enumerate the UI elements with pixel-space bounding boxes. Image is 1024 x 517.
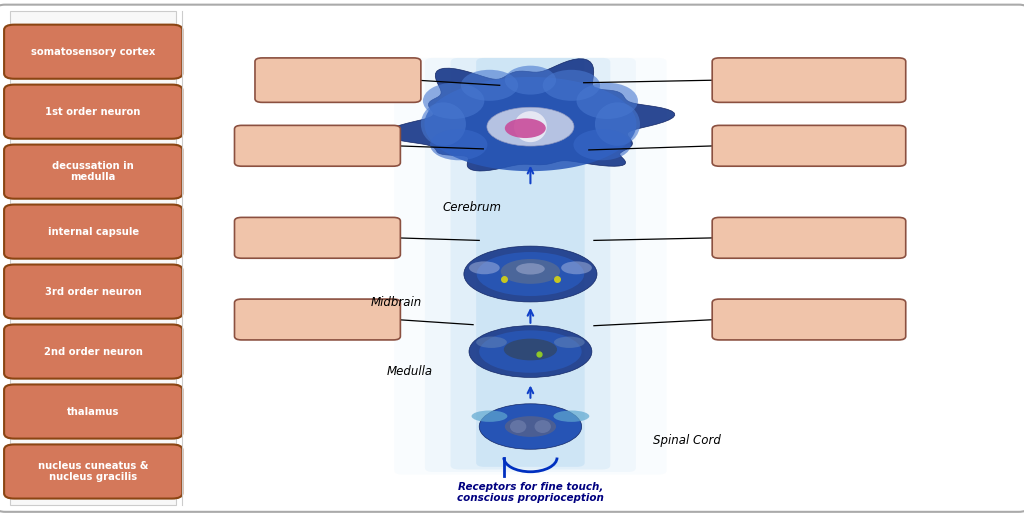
Ellipse shape <box>516 263 545 275</box>
Text: Medulla: Medulla <box>387 364 433 378</box>
FancyBboxPatch shape <box>4 205 182 258</box>
Ellipse shape <box>554 410 590 422</box>
FancyBboxPatch shape <box>234 217 400 258</box>
FancyBboxPatch shape <box>4 445 182 498</box>
FancyBboxPatch shape <box>234 299 400 340</box>
Text: decussation in
medulla: decussation in medulla <box>52 161 134 183</box>
Ellipse shape <box>510 420 526 433</box>
Ellipse shape <box>469 261 500 274</box>
Text: somatosensory cortex: somatosensory cortex <box>31 47 156 57</box>
Ellipse shape <box>471 410 508 422</box>
FancyBboxPatch shape <box>4 145 182 199</box>
Ellipse shape <box>476 337 507 348</box>
Ellipse shape <box>543 70 600 101</box>
FancyBboxPatch shape <box>713 217 906 258</box>
Text: internal capsule: internal capsule <box>48 226 138 237</box>
Ellipse shape <box>477 252 584 296</box>
Ellipse shape <box>479 330 582 373</box>
FancyBboxPatch shape <box>255 58 421 102</box>
Ellipse shape <box>505 66 556 95</box>
Ellipse shape <box>501 259 560 284</box>
Text: 1st order neuron: 1st order neuron <box>45 107 141 117</box>
Text: 3rd order neuron: 3rd order neuron <box>45 286 141 297</box>
Ellipse shape <box>487 108 573 146</box>
Ellipse shape <box>505 416 556 437</box>
Ellipse shape <box>421 102 466 146</box>
FancyBboxPatch shape <box>234 126 400 166</box>
Ellipse shape <box>469 326 592 377</box>
Ellipse shape <box>505 118 546 138</box>
Polygon shape <box>386 59 675 171</box>
Text: Midbrain: Midbrain <box>371 296 422 309</box>
FancyBboxPatch shape <box>425 58 636 472</box>
FancyBboxPatch shape <box>4 265 182 318</box>
FancyBboxPatch shape <box>713 299 906 340</box>
FancyBboxPatch shape <box>4 25 182 79</box>
FancyBboxPatch shape <box>713 58 906 102</box>
Ellipse shape <box>535 420 551 433</box>
Ellipse shape <box>577 83 638 119</box>
Ellipse shape <box>479 404 582 449</box>
FancyBboxPatch shape <box>476 58 585 467</box>
FancyBboxPatch shape <box>4 325 182 378</box>
Ellipse shape <box>573 129 631 160</box>
FancyBboxPatch shape <box>10 11 176 505</box>
Ellipse shape <box>514 111 547 142</box>
FancyBboxPatch shape <box>451 58 610 469</box>
Ellipse shape <box>504 339 557 360</box>
FancyBboxPatch shape <box>0 5 1024 512</box>
Ellipse shape <box>595 102 640 146</box>
FancyBboxPatch shape <box>4 385 182 438</box>
Text: nucleus cuneatus &
nucleus gracilis: nucleus cuneatus & nucleus gracilis <box>38 461 148 482</box>
Ellipse shape <box>423 83 484 119</box>
Ellipse shape <box>464 246 597 302</box>
FancyBboxPatch shape <box>713 126 906 166</box>
Ellipse shape <box>461 70 518 101</box>
Text: Receptors for fine touch,
conscious proprioception: Receptors for fine touch, conscious prop… <box>457 482 604 504</box>
Text: 2nd order neuron: 2nd order neuron <box>44 346 142 357</box>
FancyBboxPatch shape <box>4 85 182 139</box>
Ellipse shape <box>561 261 592 274</box>
Text: Cerebrum: Cerebrum <box>442 201 502 215</box>
Ellipse shape <box>554 337 585 348</box>
Ellipse shape <box>430 129 487 160</box>
Text: Spinal Cord: Spinal Cord <box>653 434 721 447</box>
Text: thalamus: thalamus <box>67 406 120 417</box>
Polygon shape <box>425 77 637 171</box>
